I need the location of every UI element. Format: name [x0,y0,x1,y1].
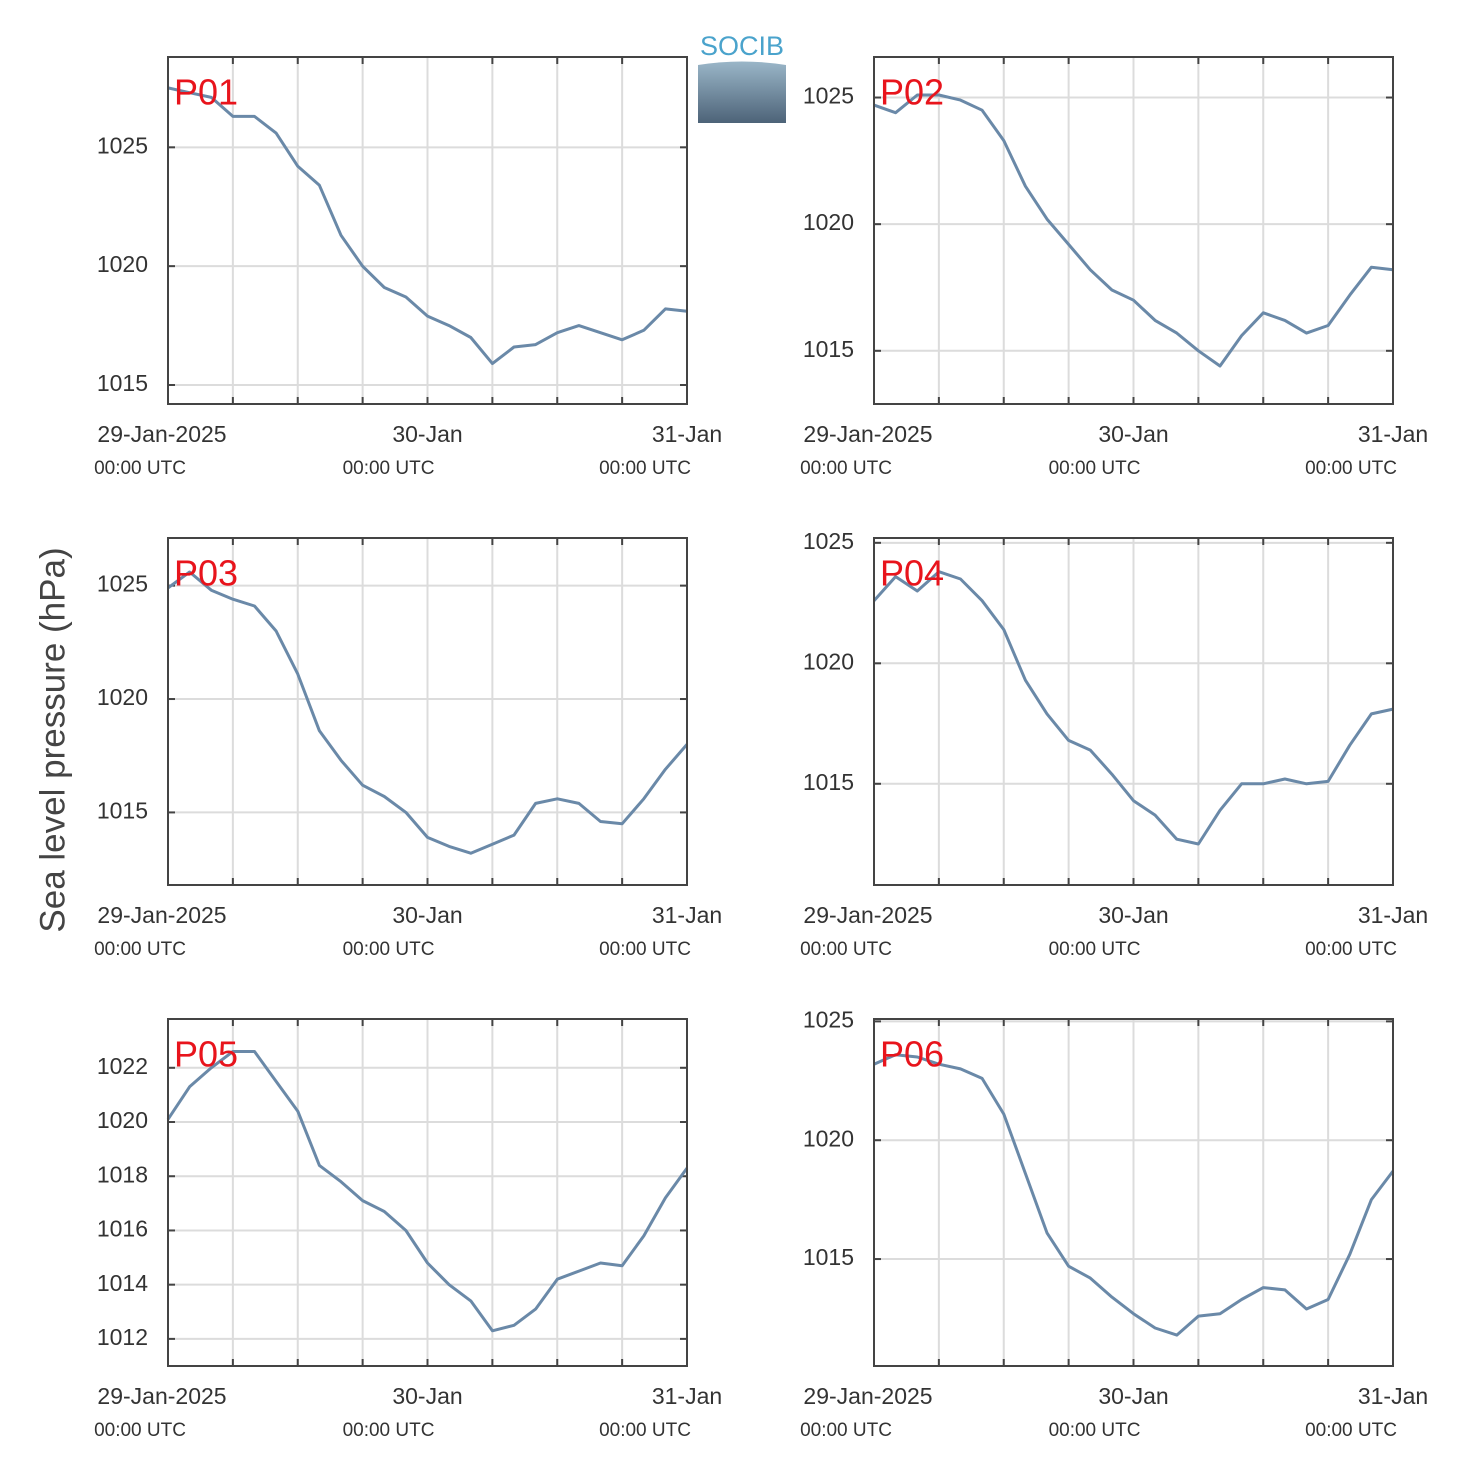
y-tick-label: 1022 [97,1053,148,1079]
line [167,570,689,855]
x-tick-sublabel: 00:00 UTC [800,458,892,479]
x-tick-label: 31-Jan [1358,902,1428,928]
x-tick-sublabel: 00:00 UTC [94,939,186,960]
axes-frame [873,1018,1394,1367]
line [166,1050,689,1333]
x-tick-label: 30-Jan [1098,902,1168,928]
x-tick-sublabel: 00:00 UTC [94,1420,186,1441]
x-tick-label: 30-Jan [1098,421,1168,447]
axes-frame [873,56,1394,405]
y-tick-label: 1018 [97,1161,148,1187]
x-tick-sublabel: 00:00 UTC [800,1420,892,1441]
y-tick-label: 1020 [97,684,148,710]
panel: 1012 1014 1016 1018 1020 1022 29-Jan-2025 00:00… [94,1018,722,1441]
panel: 1015 1020 1025 29-Jan-2025 00:00 UTC 30-Jan 00… [94,56,722,479]
y-tick-label: 1025 [97,132,148,158]
x-tick-sublabel: 00:00 UTC [599,939,691,960]
panel-label: P04 [880,553,944,594]
panel-label: P02 [880,72,944,113]
y-tick-label: 1015 [97,798,148,824]
y-tick-label: 1025 [803,528,854,554]
x-tick-sublabel: 00:00 UTC [94,458,186,479]
x-tick-label: 30-Jan [1098,1383,1168,1409]
y-tick-label: 1025 [803,1006,854,1032]
y-tick-label: 1020 [803,209,854,235]
panel-label: P05 [174,1034,238,1075]
logo-text: SOCIB [700,31,784,61]
y-tick-label: 1016 [97,1216,148,1242]
y-tick-label: 1025 [97,571,148,597]
x-tick-sublabel: 00:00 UTC [800,939,892,960]
line [873,93,1394,368]
panel: 1015 1020 1025 29-Jan-2025 00:00 UTC 30-Jan 00… [94,537,722,960]
axes-frame [873,537,1394,886]
x-tick-label: 31-Jan [652,902,722,928]
x-tick-label: 31-Jan [652,1383,722,1409]
logo-image [698,61,786,123]
y-tick-label: 1025 [803,83,854,109]
axes-frame [167,1018,688,1367]
line [872,570,1394,846]
x-tick-label: 29-Jan-2025 [97,421,226,447]
x-tick-sublabel: 00:00 UTC [343,1420,435,1441]
y-tick-label: 1020 [97,1107,148,1133]
x-tick-label: 31-Jan [652,421,722,447]
x-tick-label: 30-Jan [392,1383,462,1409]
x-tick-label: 30-Jan [392,421,462,447]
x-tick-label: 30-Jan [392,902,462,928]
panel-label: P03 [174,553,238,594]
y-tick-label: 1012 [97,1324,148,1350]
x-tick-sublabel: 00:00 UTC [1049,1420,1141,1441]
logo: SOCIB [698,31,786,123]
axes-frame [167,56,688,405]
y-tick-label: 1015 [97,370,148,396]
y-tick-label: 1015 [803,336,854,362]
x-tick-label: 29-Jan-2025 [97,902,226,928]
y-tick-label: 1014 [97,1270,148,1296]
x-tick-sublabel: 00:00 UTC [1305,1420,1397,1441]
y-axis-label: Sea level pressure (hPa) [33,547,72,932]
x-tick-sublabel: 00:00 UTC [343,458,435,479]
x-tick-sublabel: 00:00 UTC [1049,458,1141,479]
x-tick-label: 29-Jan-2025 [803,421,932,447]
y-tick-label: 1020 [97,251,148,277]
axes-frame [167,537,688,886]
x-tick-sublabel: 00:00 UTC [343,939,435,960]
panel: 1015 1020 1025 29-Jan-2025 00:00 UTC 30-Jan 00… [800,528,1428,960]
x-tick-label: 29-Jan-2025 [803,1383,932,1409]
y-tick-label: 1015 [803,769,854,795]
x-tick-sublabel: 00:00 UTC [1305,939,1397,960]
x-tick-label: 29-Jan-2025 [803,902,932,928]
x-tick-sublabel: 00:00 UTC [599,1420,691,1441]
x-tick-sublabel: 00:00 UTC [1305,458,1397,479]
y-tick-label: 1015 [803,1244,854,1270]
panel-label: P01 [174,72,238,113]
line [873,1053,1395,1337]
x-tick-label: 31-Jan [1358,1383,1428,1409]
panel: 1015 1020 1025 29-Jan-2025 00:00 UTC 30-Jan 00… [800,56,1428,479]
x-tick-sublabel: 00:00 UTC [1049,939,1141,960]
x-tick-label: 29-Jan-2025 [97,1383,226,1409]
panel: 1015 1020 1025 29-Jan-2025 00:00 UTC 30-Jan 00… [800,1006,1428,1441]
x-tick-label: 31-Jan [1358,421,1428,447]
panel-label: P06 [880,1034,944,1075]
line [167,86,688,366]
y-tick-label: 1020 [803,1125,854,1151]
y-tick-label: 1020 [803,648,854,674]
x-tick-sublabel: 00:00 UTC [599,458,691,479]
